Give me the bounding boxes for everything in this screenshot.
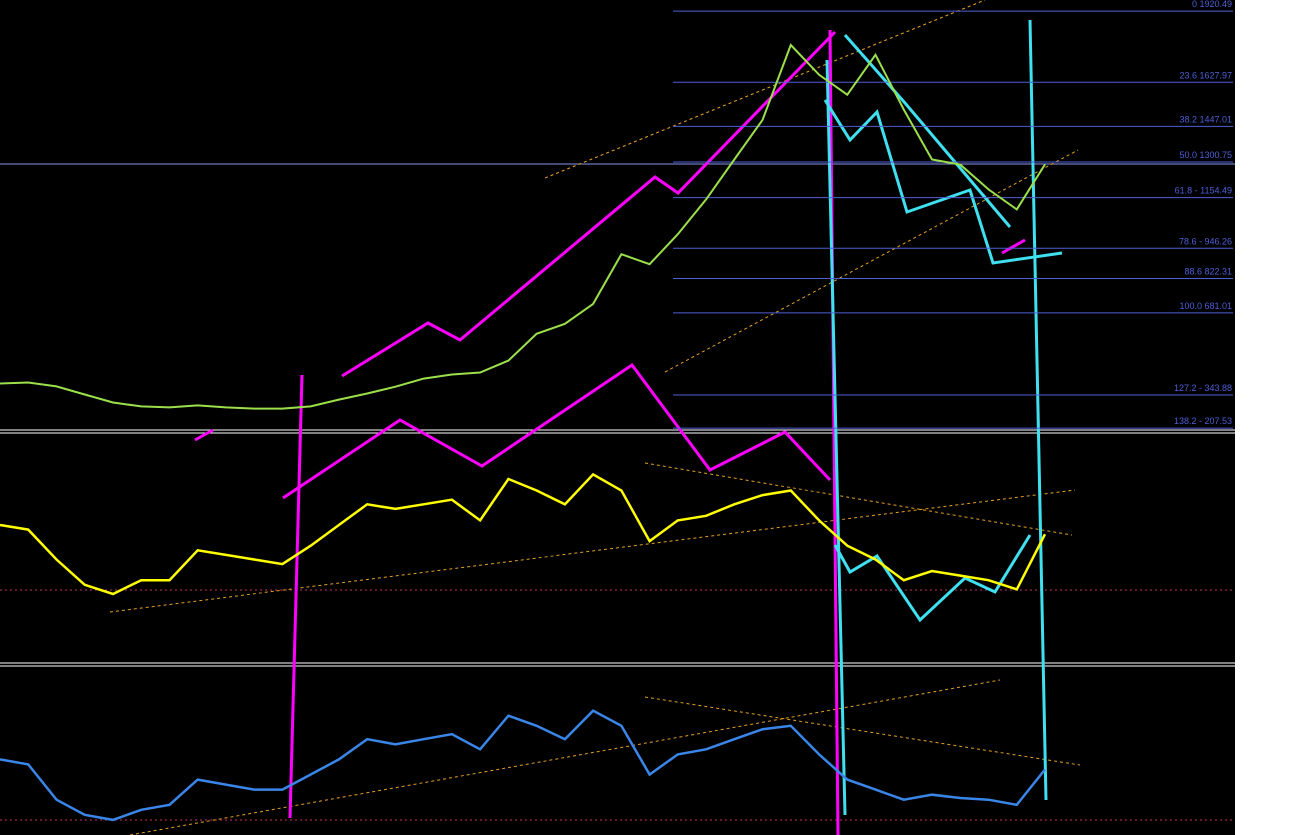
fib-label: 50.0 1300.75 xyxy=(1179,150,1232,160)
chart-background xyxy=(0,0,1235,835)
fib-label: 100.0 681.01 xyxy=(1179,301,1232,311)
indicator-line xyxy=(0,709,1046,822)
fib-label: 127.2 - 343.88 xyxy=(1174,383,1232,393)
fib-label: 88.6 822.31 xyxy=(1184,266,1232,276)
fib-label: 138.2 - 207.53 xyxy=(1174,416,1232,426)
price-line xyxy=(0,43,1046,410)
drawn-arrows xyxy=(194,29,1026,835)
fib-label: 38.2 1447.01 xyxy=(1179,114,1232,124)
fib-label: 23.6 1627.97 xyxy=(1179,70,1232,80)
indicator-line xyxy=(0,472,1047,596)
trend-lines xyxy=(109,0,1081,835)
drawn-arrows xyxy=(823,19,1063,816)
fib-label: 61.8 - 1154.49 xyxy=(1175,186,1232,196)
fib-label: 78.6 - 946.26 xyxy=(1179,236,1232,246)
fib-label: 0 1920.49 xyxy=(1192,0,1232,9)
